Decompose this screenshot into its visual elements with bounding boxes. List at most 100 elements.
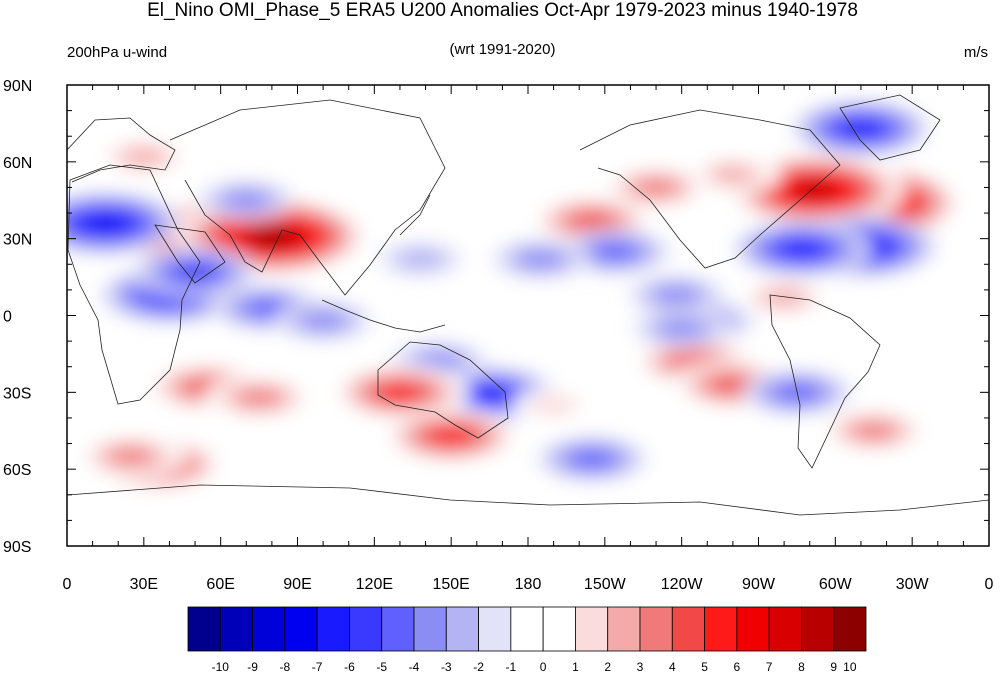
lat-label: 90N — [3, 78, 32, 95]
lon-label: 90E — [283, 576, 311, 593]
coastline-australia — [377, 341, 509, 439]
colorbar-label: 10 — [843, 660, 857, 674]
colorbar-label: -10 — [212, 660, 230, 674]
lon-label: 150E — [432, 576, 469, 593]
lat-label: 30S — [3, 385, 31, 402]
anomaly-field — [67, 99, 965, 493]
colorbar-box — [219, 606, 253, 652]
colorbar-box — [607, 606, 641, 652]
coastline-europe — [67, 117, 176, 183]
colorbar-label: 1 — [572, 660, 579, 674]
anomaly-center-7 — [790, 99, 931, 158]
colorbar-box — [381, 606, 415, 652]
lon-label: 150W — [584, 576, 627, 593]
anomaly-center-6 — [732, 220, 873, 278]
colorbar-box — [316, 606, 350, 652]
lon-label: 120E — [356, 576, 393, 593]
colorbar-label: -4 — [409, 660, 420, 674]
colorbar-box — [736, 606, 770, 652]
colorbar-box — [510, 606, 544, 652]
axis-ticks — [66, 84, 990, 547]
anomaly-center-15 — [381, 407, 522, 465]
plot-title: El_Nino OMI_Phase_5 ERA5 U200 Anomalies … — [147, 0, 858, 21]
colorbar-box — [349, 606, 383, 652]
anomaly-center-37 — [511, 387, 596, 423]
units-label: m/s — [963, 44, 988, 61]
colorbar-label: -1 — [506, 660, 517, 674]
colorbar: -10 -9 -8 -7 -6 -5 -4 -3 -2 -1 0 1 2 3 4 5 6 7 8 9 10 — [187, 606, 867, 674]
colorbar-box — [542, 606, 576, 652]
colorbar-label: 7 — [766, 660, 773, 674]
anomaly-center-14 — [329, 363, 470, 422]
longitude-labels: 0 30E 60E 90E 120E 150E 180 150W 120W 90W 60W 30W 0 — [63, 576, 994, 593]
anomaly-center-30 — [817, 407, 930, 454]
colorbar-box — [639, 606, 673, 652]
colorbar-label: -8 — [280, 660, 291, 674]
colorbar-label: -2 — [473, 660, 484, 674]
colorbar-label: 9 — [830, 660, 837, 674]
lon-label: 30E — [130, 576, 158, 593]
colorbar-label: -3 — [441, 660, 452, 674]
lon-label: 0 — [985, 576, 994, 593]
anomaly-center-23 — [632, 307, 731, 349]
colorbar-box — [768, 606, 802, 652]
colorbar-label: -6 — [344, 660, 355, 674]
colorbar-label: 3 — [637, 660, 644, 674]
colorbar-label: -7 — [312, 660, 323, 674]
colorbar-label: -9 — [247, 660, 258, 674]
coastlines — [67, 94, 989, 516]
lon-label: 0 — [63, 576, 72, 593]
coastline-antarctica — [67, 484, 989, 516]
coastline-north-america — [579, 109, 841, 269]
colorbar-label: 5 — [701, 660, 708, 674]
colorbar-box — [413, 606, 447, 652]
lat-label: 0 — [3, 309, 12, 326]
anomaly-center-11 — [274, 300, 373, 342]
lon-label: 180 — [515, 576, 542, 593]
anomaly-center-34 — [94, 136, 193, 178]
lon-label: 30W — [896, 576, 930, 593]
anomaly-center-28 — [735, 277, 834, 318]
anomaly-center-33 — [600, 164, 713, 211]
lon-label: 60W — [819, 576, 853, 593]
coastline-arabia — [154, 224, 226, 284]
anomaly-center-27 — [627, 274, 726, 316]
colorbar-label: 2 — [604, 660, 611, 674]
colorbar-label: 6 — [734, 660, 741, 674]
colorbar-box — [187, 606, 221, 652]
anomaly-center-17 — [75, 433, 188, 480]
colorbar-label: -5 — [376, 660, 387, 674]
lat-label: 90S — [3, 539, 31, 556]
anomaly-center-2 — [67, 191, 183, 255]
colorbar-box — [284, 606, 318, 652]
lon-label: 60E — [206, 576, 234, 593]
colorbar-box — [833, 606, 867, 652]
lat-label: 60N — [3, 155, 32, 172]
coastline-japan — [399, 194, 431, 236]
anomaly-center-31 — [536, 435, 649, 483]
lon-label: 120W — [661, 576, 704, 593]
anomaly-center-26 — [491, 238, 590, 280]
coastline-asia — [169, 99, 446, 296]
anomaly-center-36 — [378, 241, 463, 277]
coastline-greenland — [839, 94, 941, 161]
latitude-labels: 90N 60N 30N 0 30S 60S 90S — [3, 78, 32, 556]
colorbar-box — [252, 606, 286, 652]
coastline-indonesia — [321, 299, 446, 333]
lat-label: 30N — [3, 232, 32, 249]
colorbar-box — [671, 606, 705, 652]
colorbar-box — [704, 606, 738, 652]
colorbar-box — [575, 606, 609, 652]
colorbar-box — [478, 606, 512, 652]
coastline-south-america — [769, 294, 881, 469]
lon-label: 90W — [742, 576, 776, 593]
anomaly-center-35 — [197, 179, 296, 221]
colorbar-label: 4 — [669, 660, 676, 674]
coastline-africa — [67, 164, 201, 405]
colorbar-label: 0 — [540, 660, 547, 674]
colorbar-box — [445, 606, 479, 652]
colorbar-box — [801, 606, 835, 652]
reference-period-label: (wrt 1991-2020) — [449, 41, 556, 58]
lat-label: 60S — [3, 462, 31, 479]
